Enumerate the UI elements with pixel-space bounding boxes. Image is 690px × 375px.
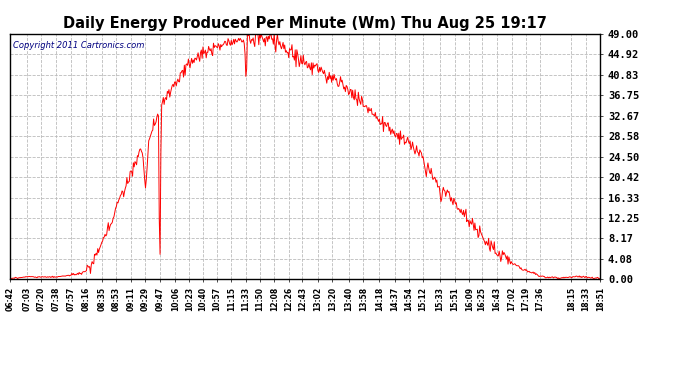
Text: Copyright 2011 Cartronics.com: Copyright 2011 Cartronics.com xyxy=(13,41,145,50)
Title: Daily Energy Produced Per Minute (Wm) Thu Aug 25 19:17: Daily Energy Produced Per Minute (Wm) Th… xyxy=(63,16,547,31)
